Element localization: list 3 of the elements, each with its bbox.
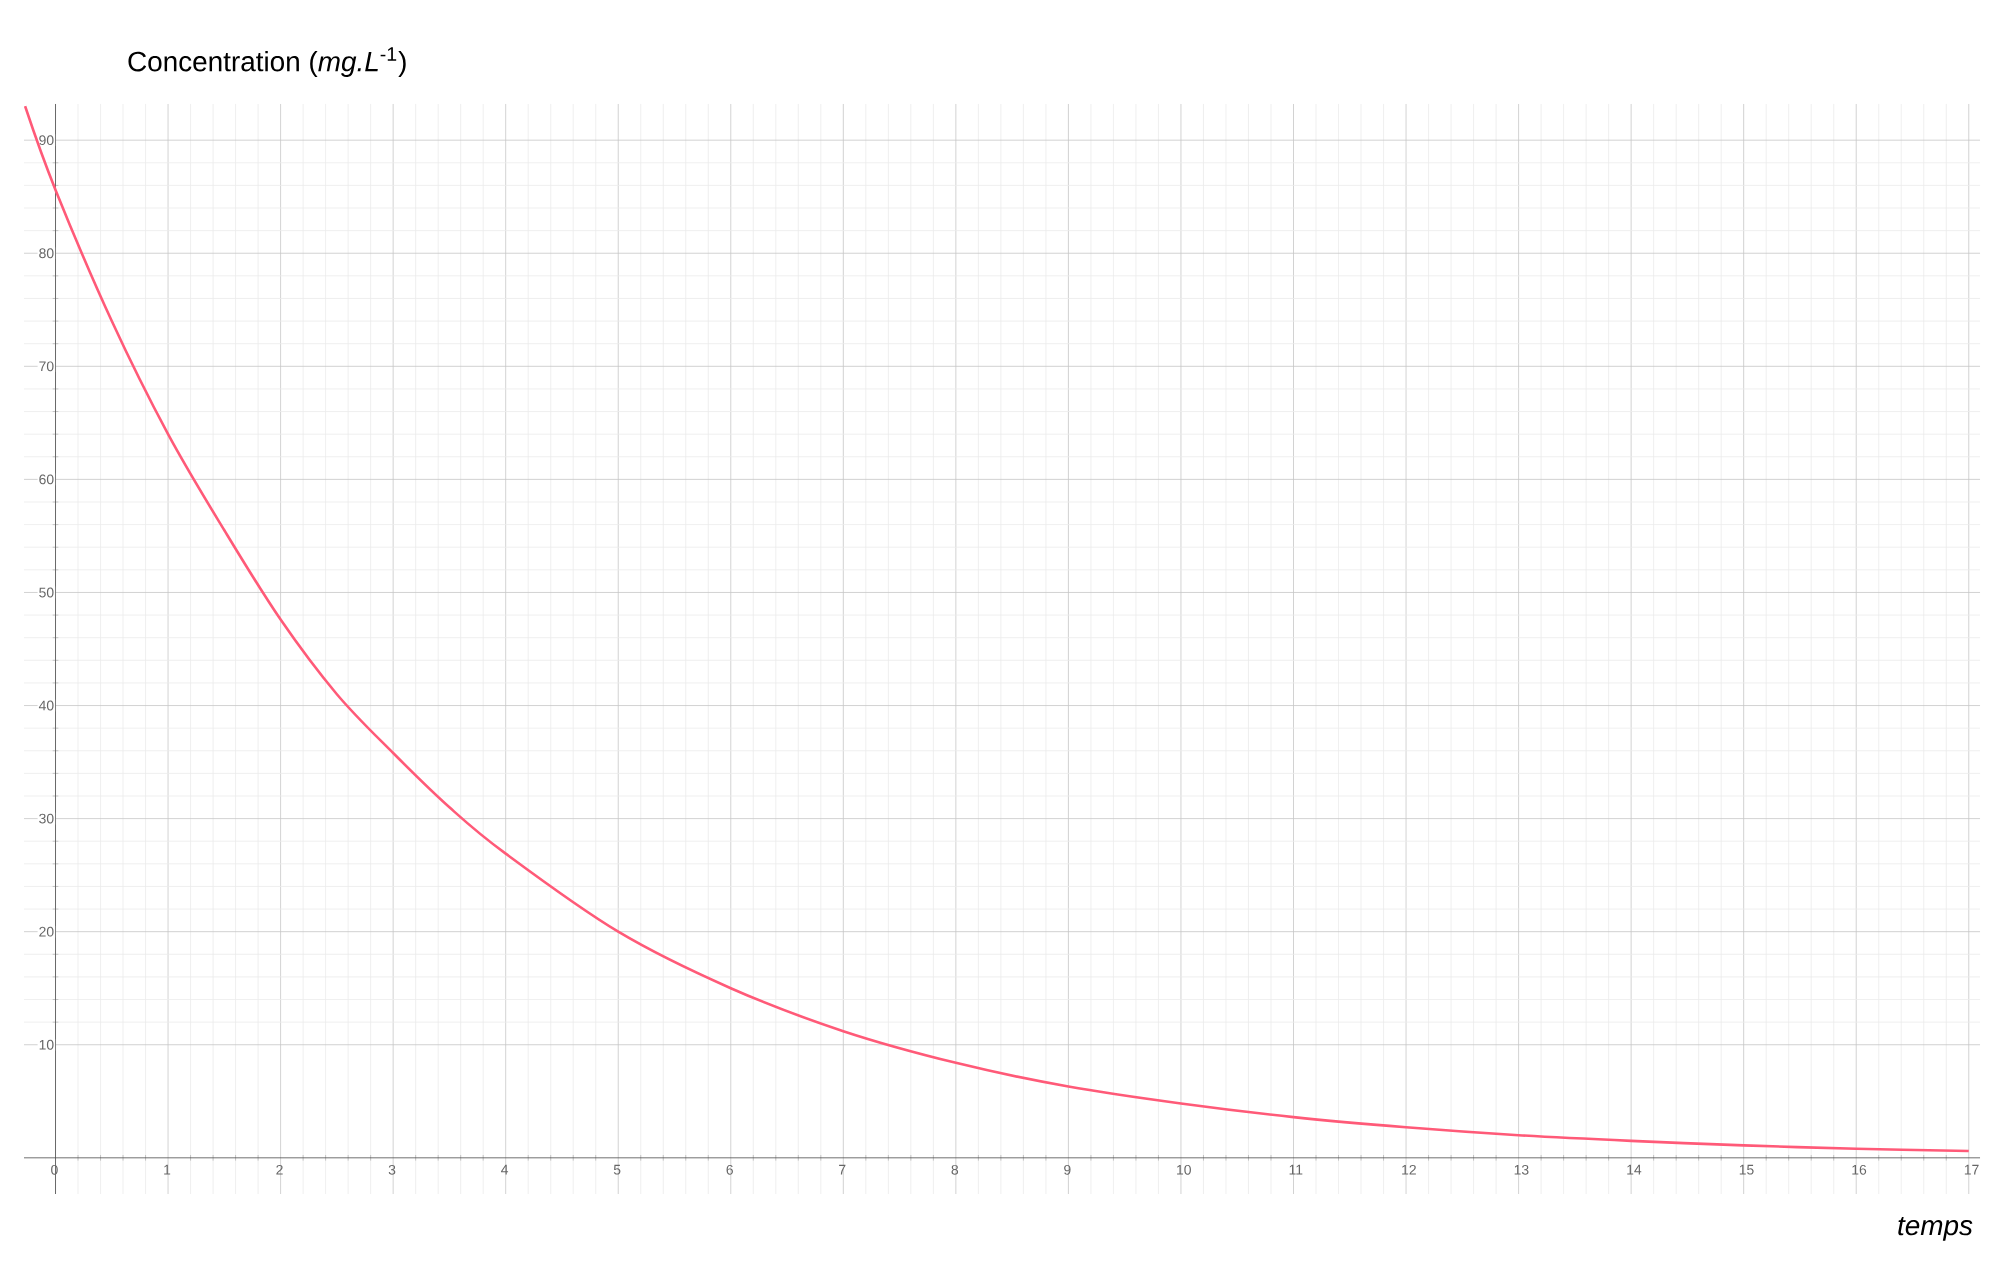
y-axis-title: Concentration (mg.L$^{-1}$) bbox=[128, 47, 406, 77]
line-series bbox=[24, 104, 1971, 1153]
x-axis-title: temps bbox=[1898, 1217, 1973, 1241]
